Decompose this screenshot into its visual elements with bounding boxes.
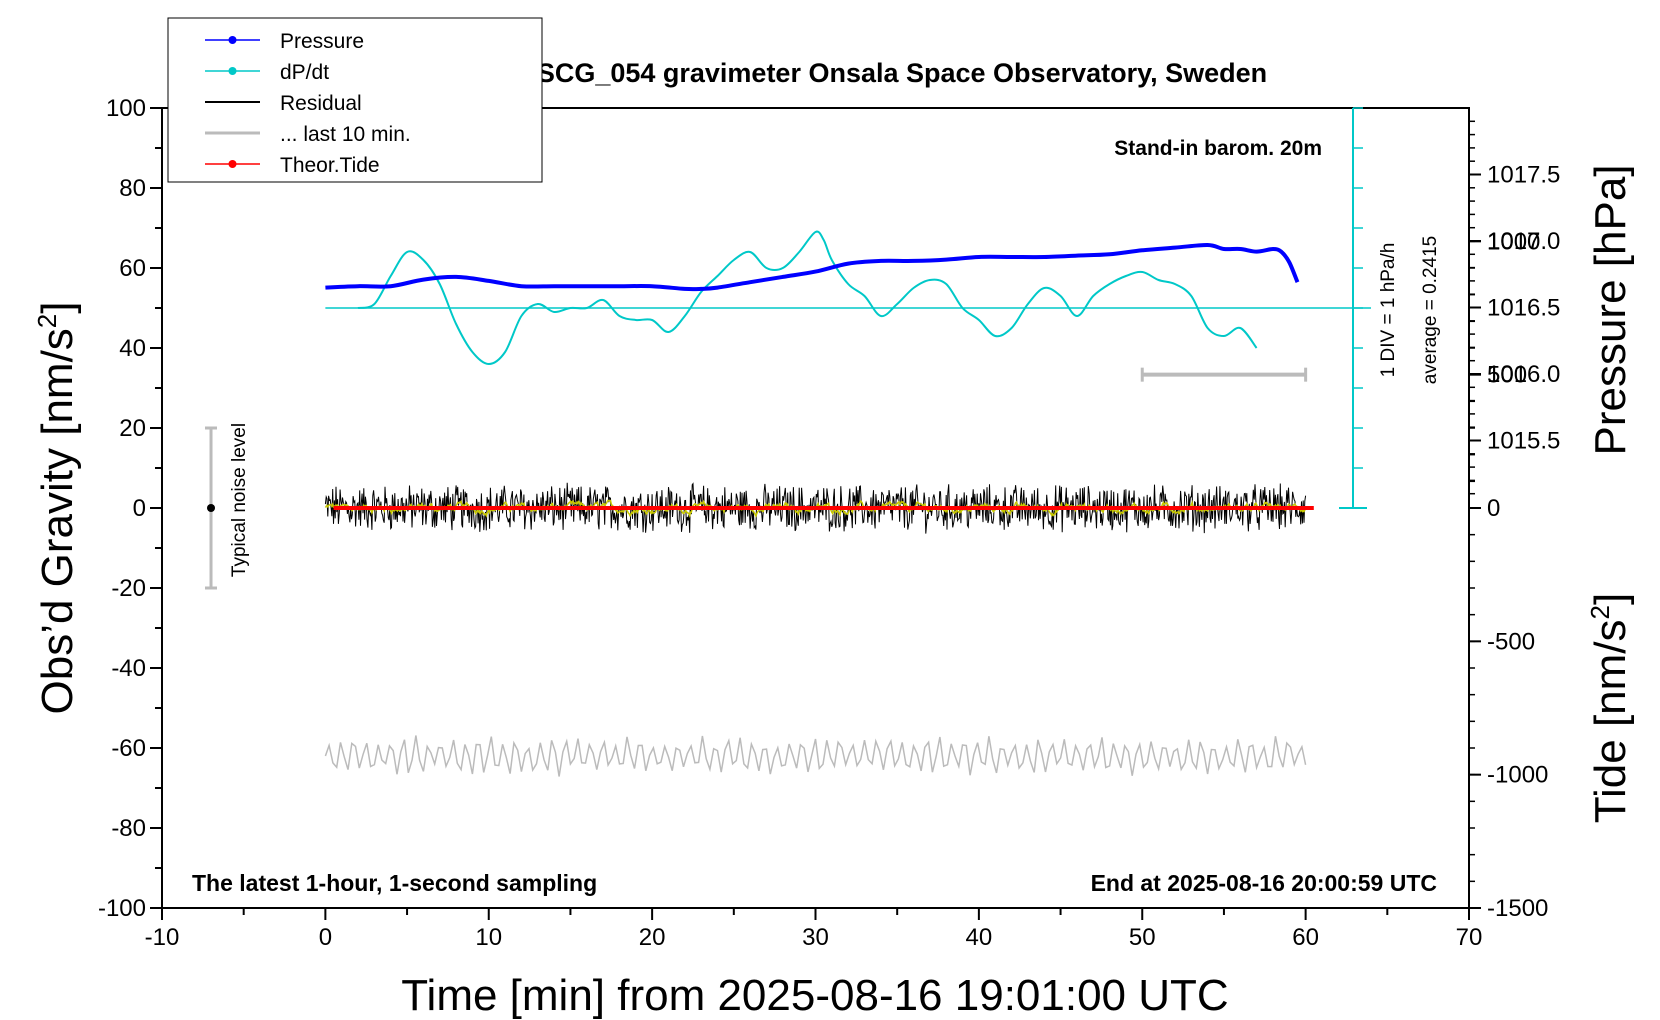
tide-tick-label: -1000 [1487,762,1548,789]
tide-axis-title-tail: ] [1586,593,1635,605]
y-tick-label: 100 [106,95,146,122]
average-label: average = 0.2415 [1420,236,1441,384]
y-tick-label: 0 [133,495,146,522]
legend-box [167,17,543,183]
legend: Pressure dP/dt Residual ... last 10 min. The… [167,17,543,183]
last-10-min-line [324,735,1307,777]
y-tick-label: 20 [119,415,146,442]
y-tick-label: -60 [111,735,146,762]
y-tick-label: 80 [119,175,146,202]
tide-axis-title-sup: 2 [1585,605,1615,619]
x-axis: -10 0 10 20 30 40 50 60 70 [145,908,1483,951]
series-group [205,230,1371,777]
y-tick-label: 60 [119,255,146,282]
dpdt-line [357,230,1258,366]
legend-label: Theor.Tide [280,154,380,177]
tide-axis-title: Tide [nm/s2] [1585,593,1635,823]
x-tick-label: 10 [475,924,502,951]
latest-note: The latest 1-hour, 1-second sampling [192,870,597,896]
pressure-tick-label: 1017.5 [1487,162,1560,189]
x-axis-title: Time [min] from 2025-08-16 19:01:00 UTC [401,971,1228,1020]
barometer-note: Stand-in barom. 20m [1114,137,1322,160]
end-note: End at 2025-08-16 20:00:59 UTC [1091,870,1437,896]
pressure-tick-label: 1016.5 [1487,295,1560,322]
x-tick-label: 20 [639,924,666,951]
tide-tick-label: 0 [1487,495,1500,522]
legend-marker [228,36,237,44]
legend-label: Residual [280,92,362,115]
div-label: 1 DIV = 1 hPa/h [1378,243,1399,378]
y-tick-label: -100 [98,895,146,922]
x-tick-label: 40 [966,924,993,951]
pressure-line [325,242,1300,292]
legend-marker [228,67,237,75]
noise-label: Typical noise level [229,423,250,577]
legend-marker [228,160,237,168]
pressure-axis: 1015.5 1016.0 1016.5 1017.0 1017.5 [1469,120,1560,495]
x-tick-label: 70 [1456,924,1483,951]
noise-bar-center [207,504,216,512]
tide-tick-label: 1000 [1487,228,1540,255]
pressure-tick-label: 1015.5 [1487,428,1560,455]
tide-axis: -1500 -1000 -500 0 500 1000 [1469,228,1548,922]
left-axis-title: Obs’d Gravity [nm/s2] [32,301,82,714]
y-tick-label: -80 [111,815,146,842]
x-tick-label: 50 [1129,924,1156,951]
legend-label: dP/dt [280,61,329,84]
x-tick-label: 60 [1292,924,1319,951]
tide-axis-title-main: Tide [nm/s [1586,619,1635,823]
tide-tick-label: -1500 [1487,895,1548,922]
legend-label: ... last 10 min. [280,123,411,146]
legend-entries: Pressure dP/dt Residual ... last 10 min. The… [205,30,411,177]
x-tick-label: 30 [802,924,829,951]
pressure-tick-label: 1017.0 [1487,228,1560,255]
left-axis-title-sup: 2 [32,314,62,328]
chart-title: SCG_054 gravimeter Onsala Space Observat… [537,58,1267,88]
y-tick-label: -20 [111,575,146,602]
y-tick-label: -40 [111,655,146,682]
tide-tick-label: -500 [1487,628,1535,655]
y-tick-label: 40 [119,335,146,362]
pressure-axis-title: Pressure [hPa] [1586,164,1635,455]
left-y-axis: -100 -80 -60 -40 -20 0 20 40 60 80 100 [98,95,162,922]
legend-label: Pressure [280,30,364,53]
pressure-tick-label: 1016.0 [1487,361,1560,388]
tide-tick-label: 500 [1487,362,1527,389]
x-tick-label: -10 [145,924,180,951]
left-axis-title-main: Obs’d Gravity [nm/s [33,328,82,714]
x-tick-label: 0 [319,924,332,951]
left-axis-title-tail: ] [33,301,82,313]
